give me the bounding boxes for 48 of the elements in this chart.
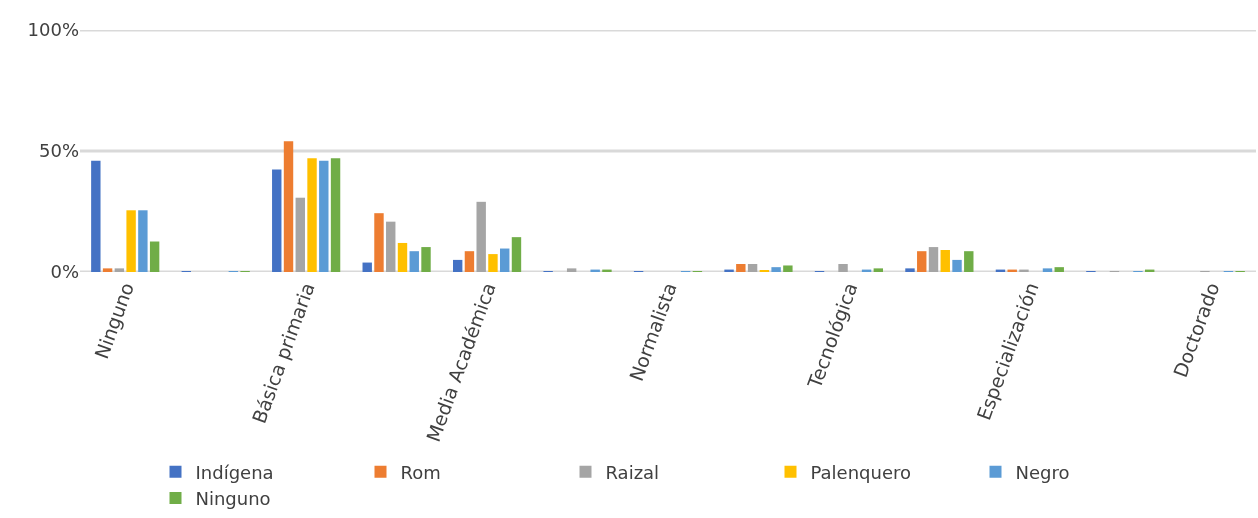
- bar: [783, 265, 793, 272]
- bar: [421, 247, 431, 272]
- bar: [362, 262, 372, 272]
- bar: [1054, 267, 1064, 272]
- bar: [736, 264, 746, 272]
- legend-label: Indígena: [195, 461, 274, 483]
- legend-label: Ninguno: [195, 488, 271, 510]
- bar: [928, 247, 939, 272]
- bar: [873, 268, 884, 272]
- bar: [952, 259, 962, 272]
- bar: [905, 268, 915, 272]
- bar: [838, 264, 848, 272]
- bar: [397, 242, 408, 272]
- bar: [500, 248, 510, 272]
- y-tick-label: 50%: [38, 140, 79, 162]
- bar: [476, 201, 486, 272]
- bar: [1042, 268, 1053, 272]
- bar: [964, 251, 974, 272]
- legend-label: Raizal: [605, 461, 660, 483]
- bar: [149, 241, 160, 272]
- bar: [319, 160, 329, 272]
- legend-label: Rom: [400, 461, 441, 483]
- bar: [452, 259, 463, 272]
- y-tick-label: 100%: [27, 19, 79, 41]
- bar: [488, 254, 498, 272]
- bar: [386, 221, 396, 272]
- bar: [307, 158, 317, 272]
- y-tick-label: 0%: [50, 261, 79, 283]
- bar: [566, 268, 577, 272]
- bar: [102, 268, 113, 272]
- bar: [940, 249, 950, 272]
- bar: [374, 213, 384, 272]
- bar: [272, 169, 282, 272]
- bar: [295, 197, 305, 272]
- bar: [747, 264, 758, 272]
- bar: [330, 158, 341, 272]
- bar: [464, 251, 475, 272]
- bar: [126, 210, 136, 272]
- bar: [138, 210, 148, 272]
- bar: [114, 268, 125, 272]
- bar: [511, 237, 522, 272]
- bar: [91, 160, 101, 272]
- legend-label: Palenquero: [810, 461, 911, 483]
- bar: [283, 141, 294, 272]
- bar: [771, 267, 781, 272]
- legend-label: Negro: [1015, 461, 1070, 483]
- bar: [409, 251, 419, 272]
- bar: [917, 251, 927, 272]
